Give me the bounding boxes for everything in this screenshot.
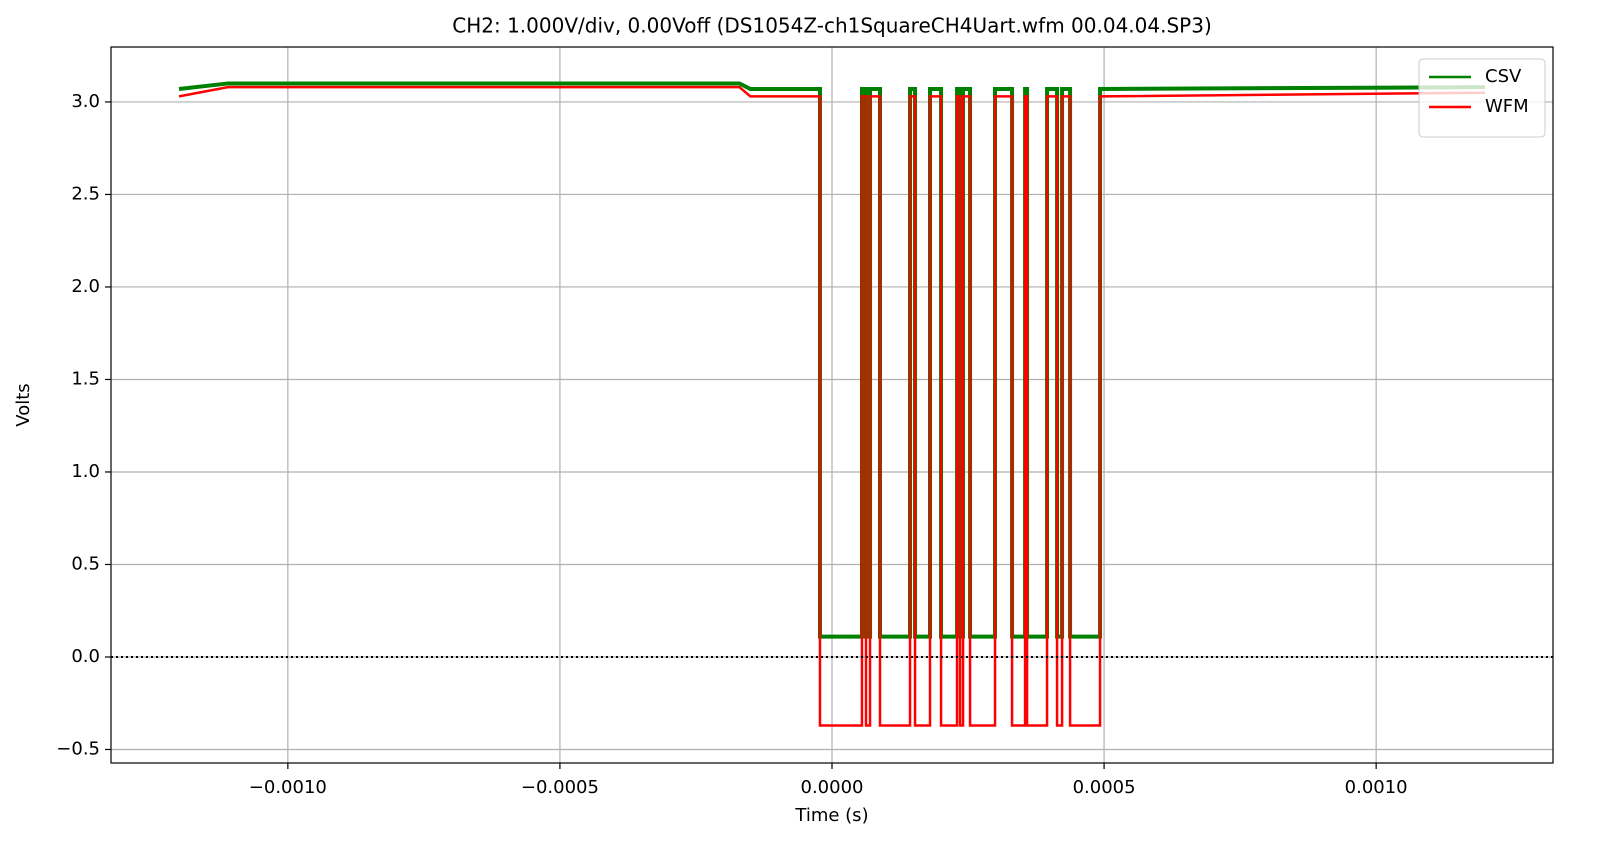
- x-axis-label: Time (s): [794, 805, 868, 826]
- plot-frame: [110, 46, 1554, 764]
- x-tick-label: −0.0005: [521, 777, 599, 798]
- chart-title: CH2: 1.000V/div, 0.00Voff (DS1054Z-ch1Sq…: [452, 14, 1212, 38]
- legend-label: CSV: [1485, 66, 1522, 87]
- y-tick-label: 1.5: [71, 368, 100, 389]
- y-axis-label: Volts: [13, 383, 34, 426]
- legend-label: WFM: [1485, 96, 1529, 117]
- series-line: [178, 81, 1485, 639]
- x-tick-label: −0.0010: [249, 777, 327, 798]
- y-tick-label: 0.5: [71, 553, 100, 574]
- y-tick-label: 0.0: [71, 646, 100, 667]
- x-tick-label: 0.0000: [801, 777, 864, 798]
- series-line: [178, 85, 1485, 727]
- y-tick-label: 2.0: [71, 276, 100, 297]
- y-tick-label: −0.5: [56, 738, 100, 759]
- x-tick-label: 0.0010: [1345, 777, 1408, 798]
- y-tick-label: 2.5: [71, 183, 100, 204]
- x-tick-label: 0.0005: [1073, 777, 1136, 798]
- y-tick-label: 3.0: [71, 91, 100, 112]
- y-tick-label: 1.0: [71, 461, 100, 482]
- legend-box: [1418, 58, 1546, 138]
